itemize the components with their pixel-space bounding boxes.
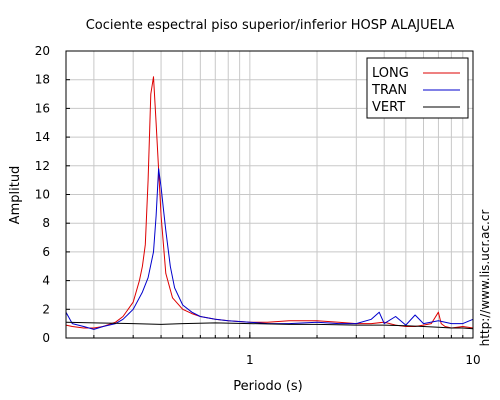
y-tick-label: 16 xyxy=(35,101,50,115)
legend-label: LONG xyxy=(372,66,409,81)
series-line-vert xyxy=(65,321,474,330)
y-tick-label: 4 xyxy=(42,274,50,288)
y-tick-label: 8 xyxy=(42,216,50,230)
y-tick-label: 10 xyxy=(35,188,50,202)
series-lines xyxy=(65,76,474,330)
y-tick-label: 12 xyxy=(35,159,50,173)
axis-ticks: 0 2 4 6 8 10 12 14 16 18 20 1 10 xyxy=(35,44,481,367)
legend-label: VERT xyxy=(372,100,405,115)
chart-title: Cociente espectral piso superior/inferio… xyxy=(86,18,455,33)
y-axis-label: Amplitud xyxy=(8,166,23,225)
y-tick-label: 14 xyxy=(35,130,50,144)
grid-lines xyxy=(66,50,474,339)
legend-box xyxy=(366,57,469,119)
x-tick-label: 10 xyxy=(465,353,480,367)
legend-label: TRAN xyxy=(371,83,407,98)
y-tick-label: 2 xyxy=(42,302,50,316)
watermark-url: http://www.lis.ucr.ac.cr xyxy=(478,210,492,347)
series-line-tran xyxy=(65,168,474,330)
legend: LONG TRAN VERT xyxy=(366,57,469,119)
y-tick-label: 20 xyxy=(35,44,50,58)
y-tick-label: 6 xyxy=(42,245,50,259)
y-tick-label: 0 xyxy=(42,331,50,345)
x-tick-label: 1 xyxy=(246,353,254,367)
x-axis-label: Periodo (s) xyxy=(233,379,303,394)
y-tick-label: 18 xyxy=(35,73,50,87)
